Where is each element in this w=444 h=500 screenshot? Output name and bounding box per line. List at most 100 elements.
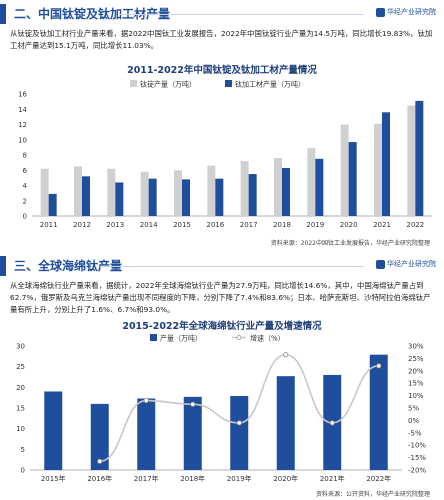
bar	[282, 167, 290, 216]
brand-logo-icon	[376, 7, 385, 17]
line-point	[143, 397, 149, 404]
section-marker	[0, 256, 6, 276]
x-tick-label: 2014	[140, 221, 158, 229]
x-tick-label: 2019	[306, 221, 324, 229]
bar	[374, 123, 382, 216]
bar	[315, 158, 324, 216]
x-tick-label: 2021年	[320, 474, 345, 483]
x-tick-label: 2020年	[273, 474, 298, 483]
bar	[107, 168, 116, 216]
bar	[248, 174, 257, 216]
section-header-2: 三、全球海绵钛产量 华经产业研究院	[0, 256, 444, 276]
line-point	[97, 458, 103, 464]
y-tick-label: 16	[18, 91, 27, 99]
x-tick-label: 2020	[340, 221, 358, 229]
y-tick-label: 14	[18, 106, 27, 114]
y2-tick-label: 5%	[408, 405, 419, 413]
y2-tick-label: 20%	[408, 367, 424, 375]
y2-tick-label: -10%	[408, 442, 426, 450]
y-tick-label: 10	[16, 425, 25, 433]
bar	[382, 112, 390, 216]
x-tick-label: 2022年	[366, 474, 391, 483]
chart-source-1: 资料来源：2022中国钛工业发展报告，华经产业研究院整理	[270, 240, 430, 247]
legend-label: 钛锭产量（万吨）	[140, 80, 196, 89]
legend-label: 增速（%）	[250, 334, 285, 343]
y2-tick-label: 10%	[408, 392, 424, 400]
bar	[276, 376, 295, 470]
bar	[140, 171, 149, 216]
bar	[183, 396, 202, 470]
legend-marker	[236, 335, 242, 340]
y-tick-label: 30	[16, 343, 25, 351]
y-tick-label: 12	[18, 121, 27, 129]
x-tick-label: 2015年	[41, 474, 66, 483]
line-point	[329, 420, 335, 426]
bar	[369, 354, 388, 470]
chart-2: 产量（万吨） 增速（%） 0 5 10 15 20 25 30 30% 25% 20% 15% 10% 5%…	[16, 334, 426, 484]
y2-tick-label: 30%	[408, 343, 424, 351]
y-tick-label: 15	[16, 405, 25, 413]
bar	[74, 166, 82, 216]
legend-swatch	[130, 80, 137, 87]
y-tick-label: 2	[23, 197, 27, 205]
x-tick-label: 2019年	[227, 474, 252, 483]
line-point	[376, 363, 382, 369]
y-tick-label: 25	[16, 363, 25, 371]
brand-logo-icon	[376, 259, 385, 269]
x-tick-label: 2013	[106, 221, 124, 229]
section-title-1: 二、中国钛锭及钛加工材产量	[14, 7, 171, 21]
brand-label: 华经产业研究院	[376, 259, 436, 269]
chart-source-2: 资料来源：公开资料，华经产业研究院整理	[315, 491, 430, 498]
line-point	[190, 401, 196, 407]
x-tick-label: 2018年	[180, 474, 205, 483]
bar	[182, 179, 190, 216]
y2-tick-label: 0%	[408, 417, 419, 425]
bar	[148, 178, 157, 216]
bar	[137, 398, 156, 470]
bar	[274, 158, 282, 216]
bar	[44, 391, 63, 470]
y2-tick-label: 25%	[408, 355, 424, 363]
legend-label: 产量（万吨）	[160, 334, 202, 343]
legend-label: 钛加工材产量（万吨）	[235, 80, 305, 89]
bar	[48, 193, 57, 216]
bar	[340, 124, 349, 216]
section-marker	[0, 4, 6, 24]
section-header-1: 二、中国钛锭及钛加工材产量 华经产业研究院	[0, 4, 444, 24]
x-tick-label: 2011	[40, 221, 58, 229]
bar	[307, 148, 316, 216]
y-tick-label: 4	[23, 182, 28, 190]
y2-tick-label: -15%	[408, 454, 426, 462]
y-tick-label: 0	[23, 213, 27, 221]
x-tick-label: 2016	[206, 221, 224, 229]
x-tick-label: 2012	[73, 221, 91, 229]
x-tick-label: 2017	[240, 221, 258, 229]
section-paragraph-2: 从全球海绵钛行业产量来看，据统计，2022年全球海绵钛行业产量为27.9万吨，同…	[10, 281, 431, 314]
chart-title-2: 2015-2022年全球海绵钛行业产量及增速情况	[122, 321, 322, 332]
y2-tick-label: -5%	[408, 429, 422, 437]
legend-swatch	[225, 80, 232, 87]
bar	[230, 396, 249, 470]
x-tick-label: 2017年	[134, 474, 159, 483]
bar	[207, 165, 216, 216]
y-tick-label: 0	[21, 467, 25, 475]
bar	[115, 182, 124, 216]
bar	[215, 178, 224, 216]
x-tick-label: 2015	[173, 221, 191, 229]
x-tick-label: 2018	[273, 221, 291, 229]
divider	[120, 14, 364, 15]
legend-swatch	[150, 334, 157, 341]
y-tick-label: 20	[16, 384, 25, 392]
line-point	[236, 420, 242, 426]
section-paragraph-1: 从钛锭及钛加工材行业产量来看，据2022中国钛工业发展报告，2022年中国钛锭行…	[10, 29, 433, 50]
bar	[348, 142, 357, 216]
x-tick-label: 2022	[406, 221, 424, 229]
brand-name: 华经产业研究院	[387, 260, 436, 268]
brand-label: 华经产业研究院	[376, 7, 436, 17]
y2-tick-label: 15%	[408, 380, 424, 388]
bar	[407, 105, 416, 216]
brand-name: 华经产业研究院	[387, 8, 436, 16]
bar	[82, 176, 90, 216]
bar	[174, 170, 182, 216]
bar	[40, 168, 49, 216]
